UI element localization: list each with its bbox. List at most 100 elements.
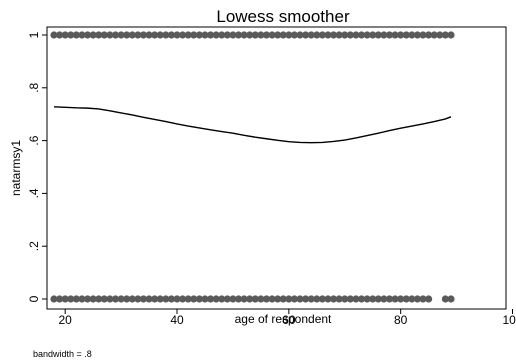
data-point <box>296 295 304 303</box>
plot-frame <box>46 26 507 310</box>
data-point <box>357 295 366 303</box>
data-point <box>151 31 159 39</box>
data-point <box>167 295 176 303</box>
data-point <box>419 295 427 303</box>
data-point <box>329 295 338 303</box>
data-point <box>50 295 58 303</box>
data-point <box>346 295 354 303</box>
data-point <box>72 31 80 39</box>
data-point <box>352 31 360 39</box>
data-point <box>296 31 304 39</box>
data-point <box>106 31 114 39</box>
data-point <box>329 31 338 39</box>
data-point <box>195 31 203 39</box>
data-point <box>279 295 287 303</box>
data-point <box>313 31 321 39</box>
data-point <box>134 31 142 39</box>
data-point <box>162 295 170 303</box>
data-point <box>402 31 410 39</box>
data-point <box>346 31 354 39</box>
data-point <box>274 31 282 39</box>
data-point <box>380 295 388 303</box>
x-axis-label: age of respondent <box>235 312 332 326</box>
data-point <box>246 31 254 39</box>
data-point <box>111 31 120 39</box>
data-point <box>223 295 231 303</box>
data-point <box>55 31 64 39</box>
data-point <box>89 295 97 303</box>
data-point <box>223 31 231 39</box>
data-point <box>162 31 170 39</box>
data-point <box>285 295 293 303</box>
data-point <box>117 31 125 39</box>
data-point <box>307 295 315 303</box>
data-point <box>380 31 388 39</box>
data-point <box>363 31 371 39</box>
data-point <box>195 295 203 303</box>
data-point <box>374 295 382 303</box>
data-point <box>123 295 131 303</box>
data-point <box>151 295 159 303</box>
data-point <box>128 295 136 303</box>
data-point <box>436 31 444 39</box>
data-point <box>408 31 416 39</box>
data-point <box>139 295 148 303</box>
data-point <box>441 31 450 39</box>
data-point <box>397 295 405 303</box>
data-point <box>402 295 410 303</box>
data-point <box>447 31 455 39</box>
data-point <box>425 31 433 39</box>
data-point <box>413 295 422 303</box>
data-point <box>156 295 164 303</box>
data-point <box>313 295 321 303</box>
data-point <box>139 31 148 39</box>
y-axis-label: natarmsy1 <box>9 140 23 196</box>
x-tick-label: 60 <box>282 313 296 327</box>
data-point <box>156 31 164 39</box>
data-point <box>190 31 198 39</box>
data-point <box>229 295 237 303</box>
data-point <box>385 295 394 303</box>
data-point <box>201 295 209 303</box>
x-tick-label: 40 <box>170 313 184 327</box>
data-point <box>391 295 399 303</box>
data-point <box>307 31 315 39</box>
data-point <box>83 295 92 303</box>
data-point <box>145 31 153 39</box>
data-point <box>324 295 332 303</box>
y-tick-label: .8 <box>27 82 41 92</box>
data-point <box>251 295 259 303</box>
data-point <box>89 31 97 39</box>
data-point <box>67 295 75 303</box>
y-tick-label: 1 <box>27 31 41 38</box>
data-point <box>184 295 192 303</box>
data-point <box>419 31 427 39</box>
data-point <box>425 295 433 303</box>
data-point <box>95 31 103 39</box>
y-axis: 0 .2 .4 .6 .8 1 <box>27 31 47 302</box>
data-point <box>212 295 220 303</box>
scatter-points <box>50 31 455 303</box>
data-point <box>363 295 371 303</box>
data-point <box>246 295 254 303</box>
data-point <box>318 31 326 39</box>
data-point <box>341 295 349 303</box>
x-tick-label: 80 <box>394 313 408 327</box>
lowess-line <box>53 106 452 144</box>
data-point <box>179 295 187 303</box>
y-tick-label: .6 <box>27 135 41 145</box>
data-point <box>206 295 215 303</box>
x-tick-label: 100 <box>502 313 516 327</box>
data-point <box>268 295 276 303</box>
data-point <box>218 295 226 303</box>
data-point <box>179 31 187 39</box>
data-point <box>212 31 220 39</box>
data-point <box>324 31 332 39</box>
data-point <box>184 31 192 39</box>
data-point <box>95 295 103 303</box>
data-point <box>201 31 209 39</box>
data-point <box>173 31 181 39</box>
data-point <box>335 295 343 303</box>
data-point <box>145 295 153 303</box>
